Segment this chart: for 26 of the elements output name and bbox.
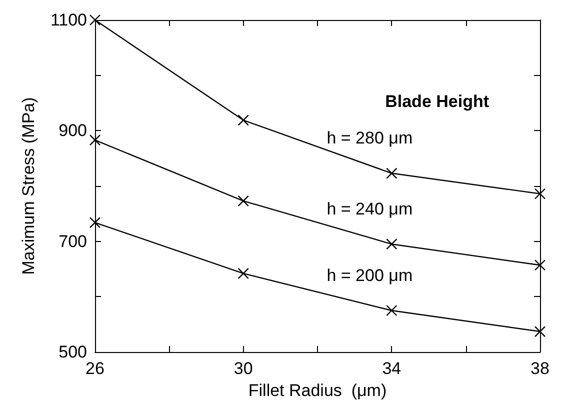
point <box>238 268 249 280</box>
point <box>534 260 546 271</box>
point <box>89 14 101 26</box>
legend-title: Blade Height <box>385 92 490 111</box>
point <box>386 168 398 179</box>
x-axis-title: Fillet Radius (μm) <box>248 381 387 400</box>
series-label: h = 200 μm <box>326 266 413 285</box>
point <box>386 238 398 250</box>
y-tick-label: 1100 <box>50 10 87 30</box>
point <box>386 304 398 316</box>
point <box>238 114 249 126</box>
x-tick-label: 26 <box>86 359 104 378</box>
point <box>89 216 101 228</box>
series-label: h = 280 μm <box>326 128 413 148</box>
x-tick-label: 34 <box>382 359 402 378</box>
series-label: h = 240 μm <box>326 200 413 218</box>
x-tick-label: 38 <box>530 359 550 378</box>
y-tick-label: 900 <box>58 121 87 140</box>
y-axis-title: Maximum Stress (MPa) <box>19 97 38 275</box>
point <box>89 134 101 146</box>
point <box>534 326 546 338</box>
x-tick-label: 30 <box>234 359 253 378</box>
point <box>534 188 546 200</box>
point <box>238 195 249 207</box>
y-tick-label: 500 <box>58 342 87 362</box>
y-tick-label: 700 <box>58 232 87 251</box>
